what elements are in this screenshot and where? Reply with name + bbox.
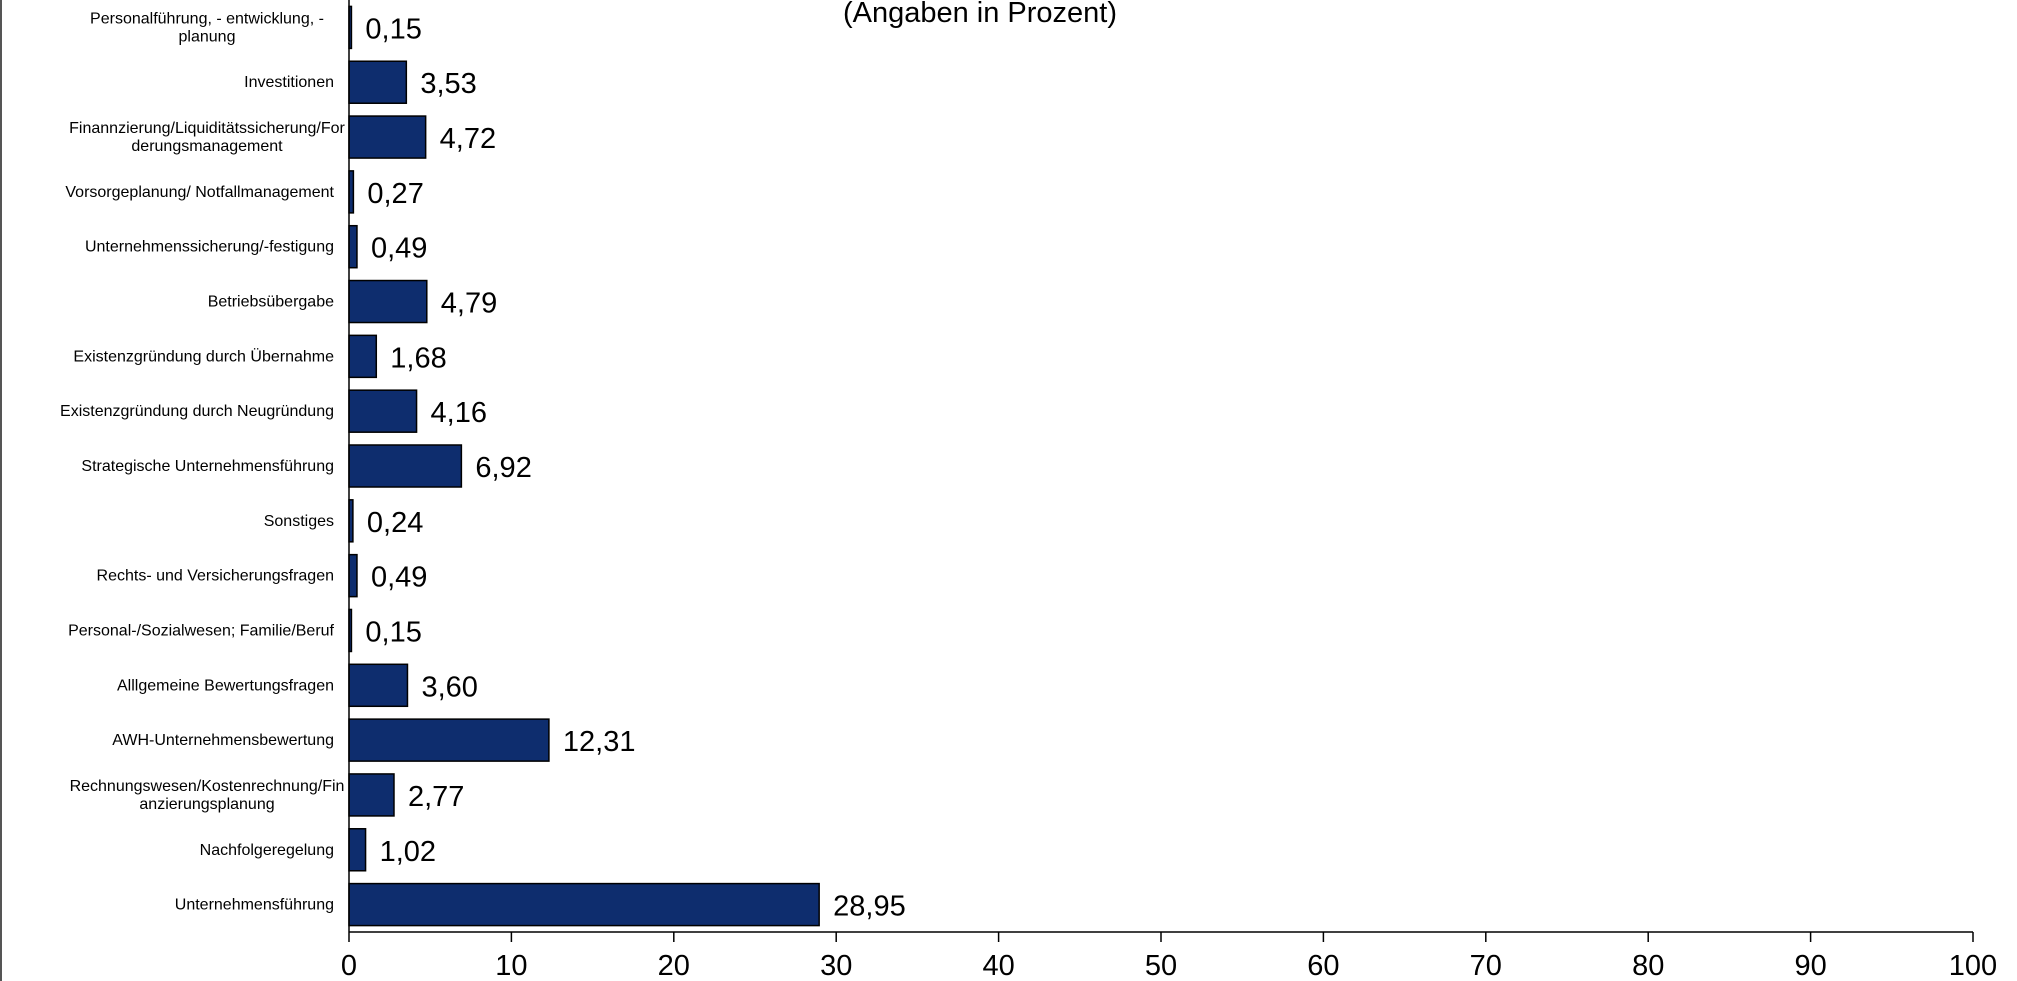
- category-label: Betriebsübergabe: [208, 294, 334, 311]
- bar: [348, 389, 418, 433]
- x-tick-label: 40: [982, 950, 1014, 981]
- category-label: Alllgemeine Bewertungsfragen: [117, 677, 334, 694]
- data-label: 0,24: [367, 507, 423, 539]
- data-label: 3,60: [421, 671, 477, 703]
- bar: [348, 553, 358, 598]
- x-tick-label: 60: [1307, 950, 1339, 981]
- bar: [348, 279, 428, 324]
- data-label: 4,79: [441, 288, 497, 320]
- category-label: Rechnungswesen/Kostenrechnung/Fin anzieru…: [70, 778, 345, 813]
- category-label: Sonstiges: [264, 513, 334, 530]
- data-label: 2,77: [408, 781, 464, 813]
- category-label: Existenzgründung durch Neugründung: [60, 403, 334, 420]
- category-label: Existenzgründung durch Übernahme: [73, 347, 334, 365]
- x-tick-label: 90: [1794, 950, 1826, 981]
- bar: [348, 224, 358, 269]
- bar: [348, 115, 427, 159]
- data-label: 4,72: [440, 123, 496, 155]
- data-label: 0,49: [371, 562, 427, 594]
- category-label: Personalführung, - entwicklung, -planung: [90, 10, 324, 45]
- bar: [348, 882, 820, 927]
- data-label: 4,16: [431, 397, 487, 429]
- x-tick-label: 30: [820, 950, 852, 981]
- data-label: 28,95: [833, 891, 906, 923]
- x-tick-label: 20: [658, 950, 690, 981]
- x-axis: 0 10 20 30 40 50 60 70 80 90 100: [341, 0, 1997, 981]
- category-label: AWH-Unternehmensbewertung: [112, 732, 334, 749]
- bar: [348, 334, 378, 379]
- category-label: Strategische Unternehmensführung: [81, 458, 334, 475]
- chart-subtitle: (Angaben in Prozent): [843, 0, 1117, 29]
- bar: [348, 60, 408, 104]
- bar: [348, 444, 463, 488]
- category-label: Unternehmenssicherung/-festigung: [85, 239, 334, 256]
- data-label: 0,15: [365, 13, 421, 45]
- data-label: 12,31: [563, 726, 636, 758]
- category-label: Personal-/Sozialwesen; Familie/Beruf: [68, 622, 334, 639]
- x-tick-label: 10: [495, 950, 527, 981]
- x-tick-label: 70: [1470, 950, 1502, 981]
- x-tick-label: 50: [1145, 950, 1177, 981]
- category-label: Investitionen: [244, 74, 334, 91]
- data-label: 0,15: [365, 616, 421, 648]
- category-label: Unternehmensführung: [175, 897, 334, 914]
- bar: [348, 773, 395, 817]
- category-label: Finannzierung/Liquiditätssicherung/For de…: [69, 120, 345, 155]
- category-label: Nachfolgeregelung: [200, 842, 334, 859]
- data-label: 0,49: [371, 233, 427, 265]
- data-label: 1,02: [380, 836, 436, 868]
- bar: [348, 718, 550, 762]
- bar: [348, 828, 367, 872]
- bar: [348, 663, 409, 708]
- category-label: Vorsorgeplanung/ Notfallmanagement: [65, 184, 334, 201]
- data-label: 1,68: [390, 342, 446, 374]
- x-tick-label: 80: [1632, 950, 1664, 981]
- data-label: 3,53: [420, 68, 476, 100]
- category-label: Rechts- und Versicherungsfragen: [97, 568, 334, 585]
- data-label: 0,27: [367, 178, 423, 210]
- x-tick-label: 100: [1949, 950, 1997, 981]
- x-tick-label: 0: [341, 950, 357, 981]
- bars-layer: 0,15 Personalführung, - entwicklung, -pla…: [60, 5, 906, 927]
- data-label: 6,92: [475, 452, 531, 484]
